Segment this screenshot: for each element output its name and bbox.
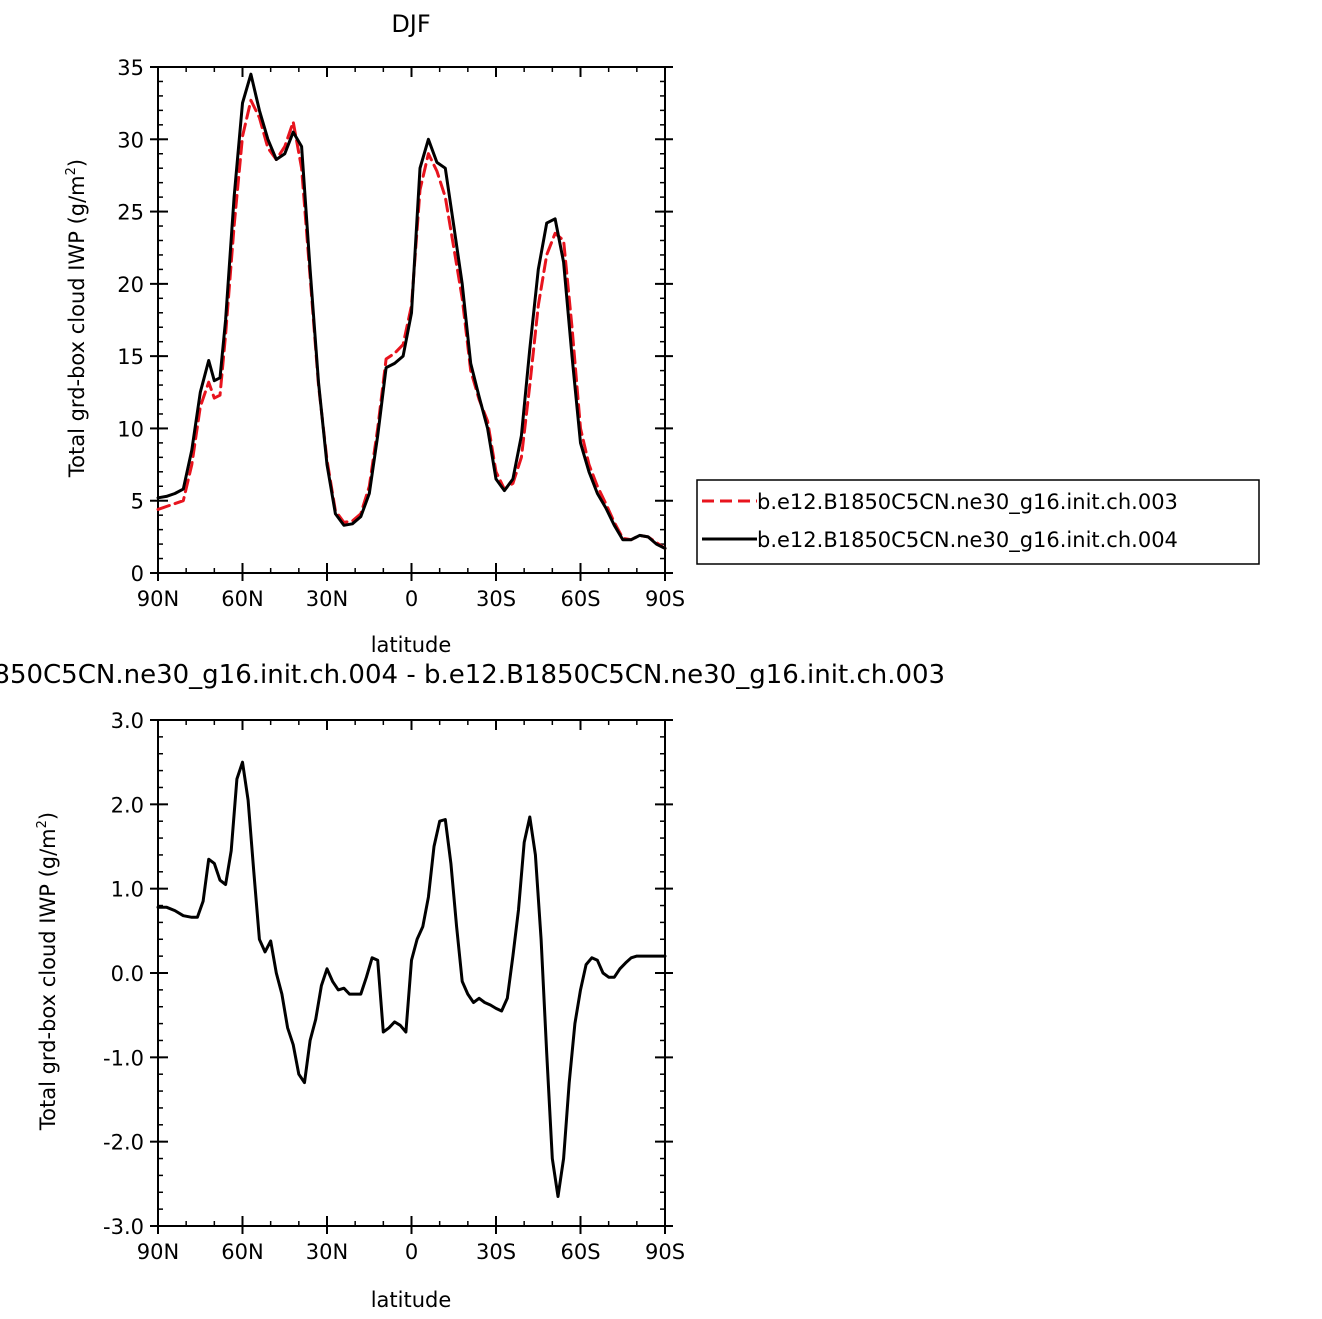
top-series-line-1 — [156, 98, 667, 550]
top-x-tick-label: 90S — [645, 587, 685, 611]
bottom-y-axis-label-close: ) — [36, 812, 60, 820]
top-y-tick-label: 15 — [117, 345, 144, 369]
top-plot-area: 90N 60N 30N 0 30S 60S 90S 0 5 10 15 20 25 30 35 — [117, 56, 685, 611]
top-y-tick-label: 25 — [117, 201, 144, 225]
top-x-tick-label: 60N — [221, 587, 263, 611]
top-y-tick-label: 35 — [117, 56, 144, 80]
bottom-x-tick-label: 0 — [405, 1240, 418, 1264]
top-y-tick-label: 0 — [131, 562, 144, 586]
bottom-x-tick-label: 30S — [476, 1240, 516, 1264]
bottom-y-tick-label: -2.0 — [103, 1131, 144, 1155]
bottom-series-line-1 — [156, 760, 667, 1198]
top-y-axis-label-sup: 2 — [64, 167, 79, 175]
top-x-tick-label: 30N — [306, 587, 348, 611]
top-y-axis-label: Total grd-box cloud IWP (g/m2) — [64, 159, 89, 478]
top-series-line-2 — [156, 72, 667, 550]
top-chart: DJF 90N 60N 30N 0 30S 60S 90S 0 5 10 15 20 25 30 35 la… — [64, 10, 1260, 657]
bottom-y-tick-label: -1.0 — [103, 1046, 144, 1070]
bottom-chart: b.e12.B1850C5CN.ne30_g16.init.ch.004 - b… — [0, 660, 945, 1312]
top-chart-title: DJF — [391, 10, 430, 38]
bottom-y-tick-label: 2.0 — [111, 793, 144, 817]
top-y-tick-label: 30 — [117, 128, 144, 152]
bottom-x-tick-label: 90S — [645, 1240, 685, 1264]
bottom-y-tick-label: -3.0 — [103, 1215, 144, 1239]
top-x-tick-label: 30S — [476, 587, 516, 611]
bottom-x-tick-label: 30N — [306, 1240, 348, 1264]
bottom-plot-area: 90N 60N 30N 0 30S 60S 90S -3.0 -2.0 -1.0 0.0 1.0 2.0… — [103, 709, 685, 1264]
bottom-y-axis-label: Total grd-box cloud IWP (g/m2) — [35, 812, 60, 1131]
top-y-tick-label: 5 — [131, 490, 144, 514]
bottom-x-tick-label: 90N — [137, 1240, 179, 1264]
legend: b.e12.B1850C5CN.ne30_g16.init.ch.003 b.e… — [696, 479, 1260, 565]
bottom-y-tick-label: 0.0 — [111, 962, 144, 986]
bottom-y-axis-label-text: Total grd-box cloud IWP (g/m — [36, 828, 60, 1131]
top-x-tick-label: 0 — [405, 587, 418, 611]
legend-label-ch003: b.e12.B1850C5CN.ne30_g16.init.ch.003 — [757, 490, 1178, 515]
top-y-tick-label: 10 — [117, 417, 144, 441]
top-x-tick-label: 60S — [560, 587, 600, 611]
legend-label-ch004: b.e12.B1850C5CN.ne30_g16.init.ch.004 — [757, 528, 1178, 553]
top-y-axis-label-text: Total grd-box cloud IWP (g/m — [65, 175, 89, 478]
bottom-chart-title: b.e12.B1850C5CN.ne30_g16.init.ch.004 - b… — [0, 660, 945, 690]
top-y-axis-label-close: ) — [65, 159, 89, 167]
bottom-x-tick-label: 60N — [221, 1240, 263, 1264]
legend-box — [696, 479, 1260, 565]
bottom-y-tick-label: 1.0 — [111, 878, 144, 902]
bottom-y-tick-label: 3.0 — [111, 709, 144, 733]
top-x-axis-label: latitude — [371, 633, 452, 657]
bottom-x-axis-label: latitude — [371, 1288, 452, 1312]
bottom-x-tick-label: 60S — [560, 1240, 600, 1264]
top-x-tick-label: 90N — [137, 587, 179, 611]
top-y-tick-label: 20 — [117, 273, 144, 297]
bottom-y-axis-label-sup: 2 — [35, 820, 50, 828]
